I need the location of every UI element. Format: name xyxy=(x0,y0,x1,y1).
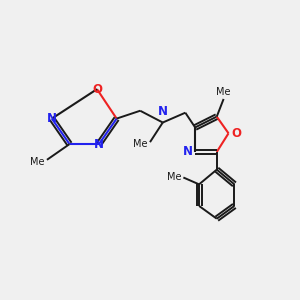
Text: N: N xyxy=(158,105,168,118)
Text: O: O xyxy=(232,127,242,140)
Text: Me: Me xyxy=(133,139,147,149)
Text: N: N xyxy=(183,146,193,158)
Text: Me: Me xyxy=(167,172,182,182)
Text: Me: Me xyxy=(29,157,44,167)
Text: N: N xyxy=(94,138,104,151)
Text: O: O xyxy=(92,82,102,96)
Text: N: N xyxy=(47,112,57,125)
Text: Me: Me xyxy=(216,87,231,97)
